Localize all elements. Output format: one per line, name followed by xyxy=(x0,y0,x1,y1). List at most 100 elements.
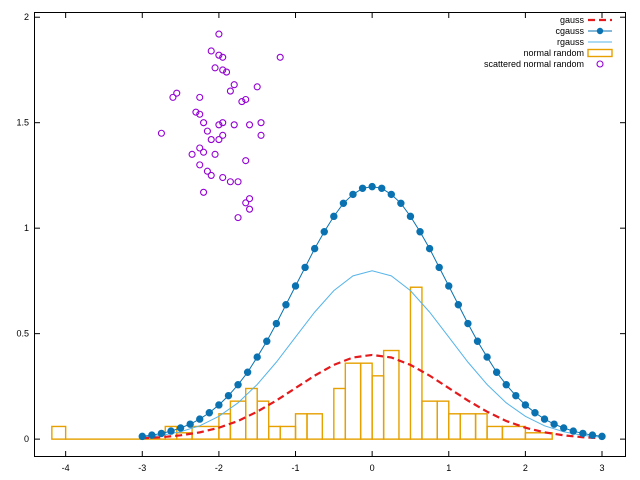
cgauss-point xyxy=(215,401,223,409)
cgauss-point xyxy=(483,353,491,361)
x-tick-label: 0 xyxy=(370,463,375,473)
x-tick-label: 3 xyxy=(600,463,605,473)
series-line-rgauss xyxy=(142,270,603,438)
legend-label: cgauss xyxy=(555,26,584,36)
cgauss-point xyxy=(473,337,482,345)
scatter-point xyxy=(230,81,238,89)
cgauss-point xyxy=(512,391,520,400)
cgauss-point xyxy=(282,301,290,309)
y-tick-label: 1 xyxy=(24,223,29,233)
cgauss-point xyxy=(167,427,175,435)
cgauss-point xyxy=(291,282,300,290)
scatter-point xyxy=(203,127,211,135)
histogram-bar xyxy=(436,400,450,440)
scatter-point xyxy=(219,173,227,182)
cgauss-point xyxy=(157,429,166,438)
cgauss-point xyxy=(339,199,348,207)
scatter-point xyxy=(200,188,208,196)
scatter-point xyxy=(226,87,234,95)
scatter-point xyxy=(245,205,254,213)
cgauss-point xyxy=(397,199,405,207)
histogram-bar xyxy=(359,362,373,440)
scatter-point xyxy=(207,47,215,55)
scatter-point xyxy=(253,83,261,91)
legend-marker-scattered xyxy=(596,60,604,68)
histogram-bar xyxy=(409,286,423,440)
scatter-point xyxy=(257,131,265,139)
cgauss-point xyxy=(205,409,214,417)
legend-label: rgauss xyxy=(557,37,585,47)
scatter-point xyxy=(215,136,223,144)
legend-label: scattered normal random xyxy=(484,59,584,69)
cgauss-point xyxy=(550,420,558,428)
cgauss-point xyxy=(579,429,587,438)
y-tick-label: 1.5 xyxy=(16,118,29,128)
cgauss-point xyxy=(186,420,194,428)
cgauss-point xyxy=(598,432,606,441)
scatter-point xyxy=(169,93,177,101)
scatter-point xyxy=(196,161,204,169)
y-tick-label: 0 xyxy=(24,434,29,444)
legend-label: gauss xyxy=(560,15,585,25)
y-tick-label: 0.5 xyxy=(16,329,29,339)
scatter-point xyxy=(173,89,181,97)
histogram-bar xyxy=(333,387,347,440)
legend-swatch-normal-random xyxy=(587,48,613,58)
cgauss-point xyxy=(416,228,424,236)
cgauss-point xyxy=(464,319,472,328)
cgauss-point xyxy=(560,424,568,432)
x-tick-label: 2 xyxy=(523,463,528,473)
x-tick-label: -2 xyxy=(215,463,223,473)
histogram-bar xyxy=(51,425,67,440)
histogram-bar xyxy=(279,425,297,440)
scatter-point xyxy=(234,214,242,222)
cgauss-point xyxy=(243,368,252,376)
cgauss-point xyxy=(320,228,328,236)
histogram-bar xyxy=(501,425,527,440)
cgauss-point xyxy=(224,391,233,400)
x-tick-label: -1 xyxy=(292,463,300,473)
series-line-gauss xyxy=(142,353,603,440)
scatter-point xyxy=(200,119,208,127)
cgauss-point xyxy=(502,380,510,389)
cgauss-point xyxy=(138,432,146,441)
scatter-point xyxy=(207,136,215,144)
scatter-point xyxy=(196,110,204,118)
cgauss-point xyxy=(378,184,386,193)
scatter-point xyxy=(203,167,211,175)
cgauss-point xyxy=(349,190,357,199)
histogram-bar xyxy=(371,375,385,440)
cgauss-point xyxy=(148,431,156,439)
cgauss-point xyxy=(358,184,367,193)
scatter-point xyxy=(211,150,219,158)
x-tick-label: -3 xyxy=(138,463,146,473)
histogram-bar xyxy=(268,425,281,440)
cgauss-point xyxy=(176,424,185,432)
scatter-point xyxy=(211,64,219,72)
histogram-bar xyxy=(256,400,270,440)
scatter-point xyxy=(196,93,204,101)
scatter-point xyxy=(276,53,284,61)
cgauss-point xyxy=(330,212,338,221)
scatter-point xyxy=(223,68,231,76)
scatter-point xyxy=(219,53,227,61)
x-tick-label: 1 xyxy=(446,463,451,473)
legend-marker-cgauss xyxy=(596,27,604,35)
y-tick-label: 2 xyxy=(24,12,29,22)
scatter-point xyxy=(257,119,265,127)
histogram-bar xyxy=(524,432,553,440)
scatter-point xyxy=(245,121,254,129)
plot-area xyxy=(51,30,606,441)
scatter-point xyxy=(196,144,204,152)
cgauss-point xyxy=(540,415,549,423)
scatter-point xyxy=(192,108,200,116)
cgauss-point xyxy=(531,409,539,417)
legend-label: normal random xyxy=(523,48,584,58)
cgauss-point xyxy=(406,212,415,221)
cgauss-point xyxy=(387,190,395,199)
cgauss-point xyxy=(253,353,261,361)
scatter-point xyxy=(200,148,208,156)
histogram-bar xyxy=(448,413,461,440)
cgauss-point xyxy=(310,244,319,253)
